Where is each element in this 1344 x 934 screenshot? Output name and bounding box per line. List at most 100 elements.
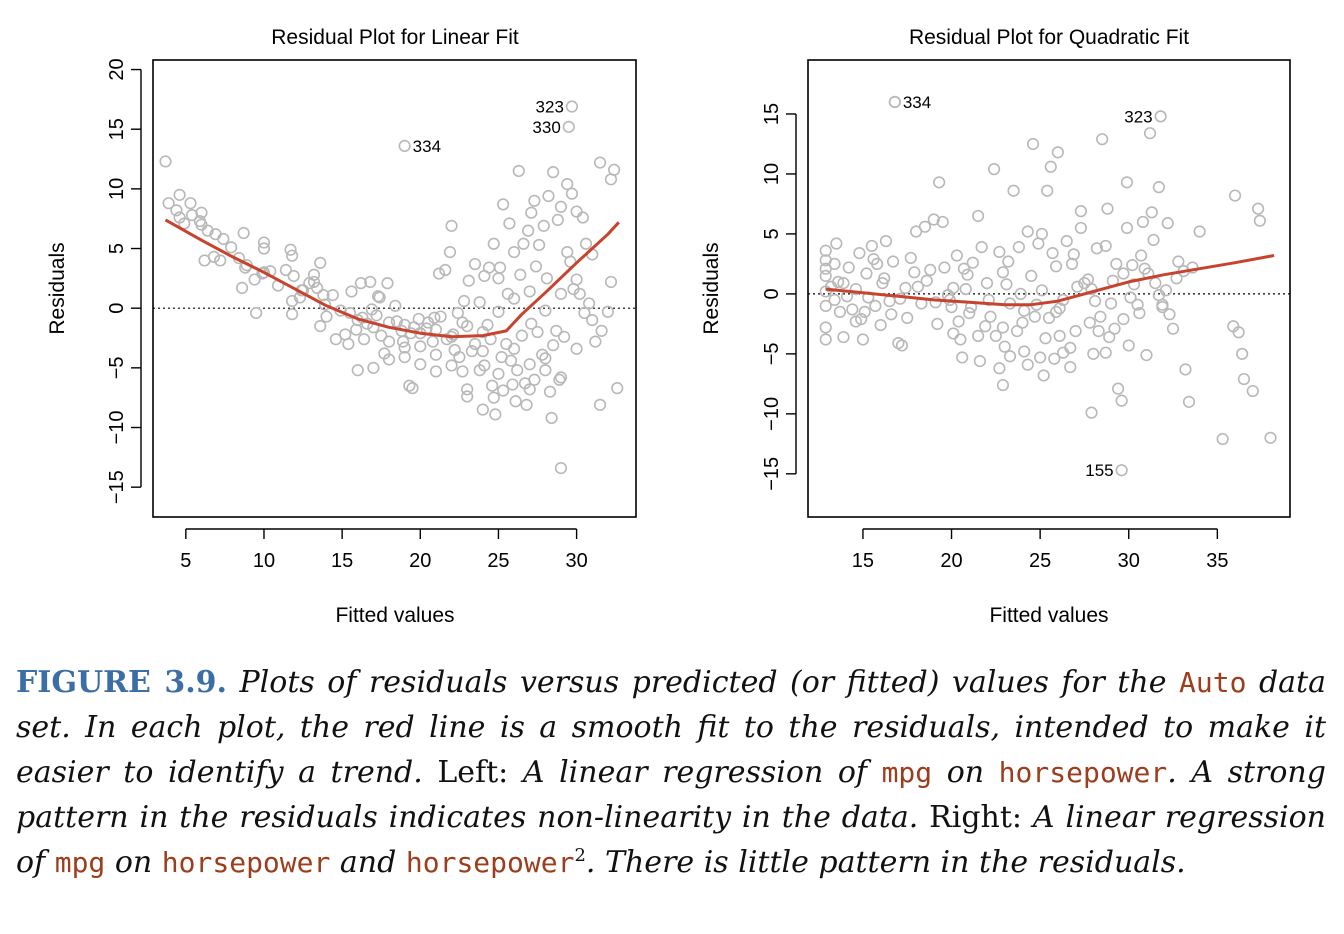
chart-1-residual-point (936, 215, 949, 229)
chart-1-residual-point (1179, 363, 1192, 376)
figure-svg: Residual Plot for Linear Fit Fitted value… (46, 26, 1291, 627)
chart-1-residual-point (830, 237, 843, 250)
chart-0-residual-point (525, 206, 538, 219)
chart-1-y-tick-label: −5 (761, 342, 783, 365)
chart-1-residual-point (1090, 242, 1103, 255)
chart-1-x-tick-label: 30 (1118, 550, 1140, 572)
chart-1-residual-point (956, 351, 969, 364)
chart-0-residual-point (429, 365, 443, 378)
chart-1-residual-point (1012, 241, 1025, 254)
chart-0-residual-point (257, 266, 271, 279)
chart-0-y-tick-label: −15 (106, 470, 128, 504)
chart-0-outlier-point-334 (398, 139, 411, 153)
chart-0-residual-point (550, 324, 563, 337)
chart-0-residual-point (473, 296, 486, 309)
chart-1-outlier-point-323 (1154, 110, 1167, 123)
chart-1-residual-point (832, 275, 845, 289)
chart-0-residual-point (554, 200, 568, 213)
chart-0-residual-point (570, 205, 583, 218)
chart-1-residual-point (1039, 332, 1052, 345)
chart-0-residual-point (357, 333, 371, 346)
chart-0-residual-point (412, 312, 425, 326)
chart-0-residual-point (522, 224, 535, 237)
chart-0-residual-point (207, 250, 221, 263)
chart-0-outlier-point-330 (562, 120, 575, 133)
chart-0-residual-point (593, 398, 607, 411)
caption-code-horsepower-1: horsepower (998, 756, 1168, 789)
chart-1-residual-point (1065, 257, 1079, 271)
chart-1-residual-point (1112, 382, 1125, 395)
chart-0-residual-point (173, 188, 186, 201)
chart-0-residual-point (426, 335, 439, 348)
chart-0-residual-point (506, 378, 519, 391)
chart-0-residual-point (531, 325, 544, 339)
chart-1-residual-point (1216, 432, 1229, 446)
chart-0-residual-point (554, 287, 568, 300)
chart-1-residual-point (1018, 304, 1031, 317)
chart-0-residual-point (365, 303, 378, 316)
chart-1-residual-point (1087, 347, 1100, 360)
chart-1-outlier-label-334: 334 (903, 93, 931, 112)
chart-1-residual-point (1264, 431, 1277, 444)
figure: Residual Plot for Linear Fit Fitted value… (46, 26, 1291, 627)
chart-1-residual-point (1067, 248, 1080, 261)
chart-0-x-tick-label: 30 (565, 550, 587, 572)
chart-1-residual-point (993, 362, 1006, 375)
chart-1-outlier-point-155 (1115, 464, 1128, 477)
chart-1-residual-point (876, 277, 889, 290)
chart-0-residual-point (543, 385, 557, 398)
chart-1-residual-point (947, 327, 960, 340)
chart-0-residual-point (403, 379, 416, 392)
chart-1-residual-point (1078, 277, 1091, 290)
caption-text-5: A linear regression of (16, 800, 1326, 880)
chart-1-y-tick-label: 0 (761, 288, 783, 299)
chart-1-y-tick-label: 15 (761, 103, 783, 125)
chart-1-residual-point (998, 340, 1011, 353)
chart-1-y-tick-label: −15 (761, 457, 783, 491)
chart-0-x-tick-label: 10 (253, 550, 275, 572)
chart-1-residual-point (819, 321, 832, 334)
chart-0-residual-point (287, 269, 300, 283)
chart-1-residual-point (1064, 360, 1077, 374)
chart-0-residual-point (461, 319, 474, 333)
chart-1-residual-point (1103, 330, 1116, 344)
chart-0-x-tick-label: 5 (180, 550, 191, 572)
chart-1-residual-point (1037, 369, 1050, 382)
chart-1-residual-point (828, 293, 841, 306)
chart-0-residual-point (593, 156, 607, 169)
chart-1-residual-point (1016, 316, 1029, 329)
chart-1-x-axis-label: Fitted values (989, 604, 1108, 627)
chart-0-residual-point (396, 335, 410, 348)
chart-1-residual-point (975, 241, 988, 254)
chart-0-residual-point (364, 275, 377, 289)
chart-0-residual-point (398, 341, 411, 354)
caption-text-3: A linear regression of (522, 755, 868, 790)
chart-0-residual-point (529, 260, 543, 273)
chart-1-residual-point (1014, 287, 1027, 300)
chart-1-residual-point (1026, 137, 1040, 151)
chart-1-residual-point (865, 239, 878, 253)
chart-1-residual-point (1099, 346, 1112, 359)
chart-0-residual-point (583, 297, 596, 310)
chart-1-residual-point (1094, 310, 1107, 323)
chart-1-residual-point (929, 296, 942, 309)
chart-0-residual-point (537, 219, 550, 232)
chart-0-y-axis-label: Residuals (46, 242, 69, 334)
chart-1-residual-point (1136, 215, 1150, 229)
chart-1-x-tick-label: 35 (1206, 550, 1228, 572)
chart-0-y-tick-label: 15 (106, 118, 128, 140)
caption-text-2: data set. In each plot, the red line is … (16, 665, 1326, 790)
chart-0-residual-point (414, 358, 427, 371)
chart-0-residual-point (525, 317, 538, 330)
chart-1-residual-point (1120, 221, 1134, 235)
chart-1-residual-point (1007, 184, 1020, 197)
chart-1-residual-point (908, 266, 921, 279)
chart-1-x-tick-label: 15 (852, 550, 874, 572)
chart-0-residual-point (468, 337, 482, 351)
caption-text-6: . There is little pattern in the residua… (585, 845, 1186, 880)
chart-0-residual-point (209, 228, 222, 241)
chart-0-residual-point (589, 335, 602, 348)
chart-1-residual-point (1126, 259, 1139, 272)
chart-1-residual-point (1051, 146, 1064, 159)
chart-0-residual-point (553, 373, 566, 386)
